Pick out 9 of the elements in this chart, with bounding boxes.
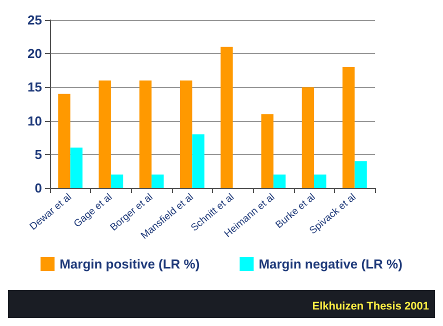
- y-tick-label: 10: [28, 113, 42, 128]
- text: Elkhuizen Thesis 2001: [312, 300, 430, 312]
- y-tick-label: 0: [34, 180, 42, 196]
- legend-label: Margin negative (LR %): [258, 256, 402, 272]
- y-tick-label: 20: [28, 46, 42, 62]
- y-tick-label: 25: [28, 12, 42, 28]
- y-tick-label: 15: [28, 80, 42, 95]
- legend-label: Margin positive (LR %): [60, 256, 200, 272]
- y-tick-label: 5: [34, 146, 42, 162]
